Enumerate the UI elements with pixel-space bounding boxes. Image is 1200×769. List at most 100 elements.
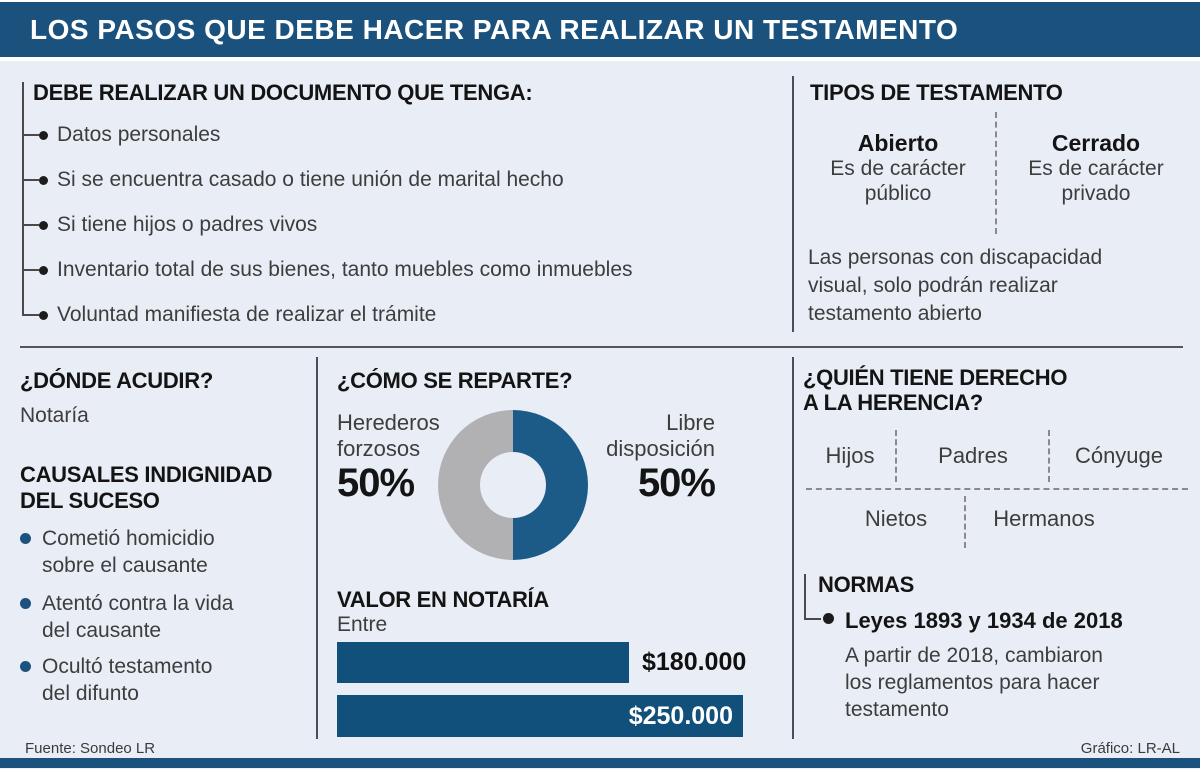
testament-types-heading: TIPOS DE TESTAMENTO (810, 80, 1063, 105)
bullet-icon (20, 533, 31, 544)
note-line: testamento abierto (808, 302, 982, 325)
list-item: Voluntad manifiesta de realizar el trámi… (22, 302, 436, 328)
section-divider (792, 357, 794, 739)
label-line: Libre (666, 410, 715, 435)
type-description: Es de carácter (830, 157, 966, 180)
title-bar: LOS PASOS QUE DEBE HACER PARA REALIZAR U… (0, 2, 1200, 57)
label-line: disposición (606, 436, 715, 461)
bar-value-label: $250.000 (628, 701, 733, 730)
bar-row: $180.000 (337, 642, 746, 683)
bar-value-label: $180.000 (642, 648, 747, 676)
page-title: LOS PASOS QUE DEBE HACER PARA REALIZAR U… (30, 13, 959, 45)
description-line: los reglamentos para hacer (845, 671, 1100, 694)
heir-hijos: Hijos (825, 443, 875, 468)
top-margin (0, 0, 1200, 2)
donut-right-value: 50% (637, 461, 716, 505)
where-to-go-heading: ¿DÓNDE ACUDIR? (20, 368, 213, 393)
list-item-label: Si se encuentra casado o tiene unión de … (57, 168, 564, 191)
label-line: Herederos (337, 410, 440, 435)
tree-branch-line (22, 269, 39, 271)
document-requirements-heading: DEBE REALIZAR UN DOCUMENTO QUE TENGA: (33, 80, 533, 105)
heading-line: DEL SUCESO (20, 488, 160, 513)
norms-heading: NORMAS (818, 572, 914, 597)
norms-branch-line (804, 574, 806, 620)
tree-trunk-line (22, 82, 24, 316)
list-item-label: Cometió homicidio sobre el causante (42, 525, 215, 579)
cause-line: Cometió homicidio (42, 527, 215, 550)
bar-row: $250.000 (337, 695, 743, 737)
note-line: visual, solo podrán realizar (808, 274, 1058, 297)
list-item: Si se encuentra casado o tiene unión de … (22, 167, 564, 193)
testament-type-cerrado: Cerrado Es de carácter privado (1006, 130, 1186, 206)
heading-line: A LA HERENCIA? (803, 390, 983, 415)
list-item-label: Atentó contra la vida del causante (42, 590, 233, 644)
description-line: A partir de 2018, cambiaron (845, 644, 1103, 667)
list-item: Ocultó testamento del difunto (20, 653, 212, 707)
notary-value-heading: VALOR EN NOTARÍA (337, 587, 549, 612)
tree-branch-line (22, 224, 39, 226)
list-item: Si tiene hijos o padres vivos (22, 212, 317, 238)
description-line: testamento (845, 698, 949, 721)
testament-type-abierto: Abierto Es de carácter público (808, 130, 988, 206)
indignity-heading: CAUSALES INDIGNIDAD DEL SUCESO (20, 462, 273, 514)
heading-line: ¿QUIÉN TIENE DERECHO (803, 365, 1068, 390)
heir-nietos: Nietos (864, 506, 928, 531)
donut-hole (480, 452, 546, 518)
bullet-icon (823, 613, 834, 624)
type-description: Es de carácter (1028, 157, 1164, 180)
heading-line: CAUSALES INDIGNIDAD (20, 462, 273, 487)
type-description: público (864, 182, 932, 205)
list-item: Atentó contra la vida del causante (20, 590, 233, 644)
donut-chart (438, 410, 588, 560)
cause-line: Ocultó testamento (42, 655, 213, 678)
section-divider (316, 357, 318, 739)
heirs-dashed-divider (1048, 430, 1050, 482)
list-item-label: Voluntad manifiesta de realizar el trámi… (57, 303, 437, 326)
heirs-dashed-divider (964, 496, 966, 548)
bar-180000 (337, 642, 629, 683)
bar-250000: $250.000 (337, 695, 743, 737)
bullet-icon (39, 175, 48, 185)
type-title: Cerrado (1051, 130, 1141, 156)
donut-left-value: 50% (337, 461, 415, 505)
types-note: Las personas con discapacidad visual, so… (808, 244, 1102, 328)
heirs-row-divider (806, 488, 1188, 490)
norms-law: Leyes 1893 y 1934 de 2018 (845, 608, 1123, 633)
tree-branch-line (22, 314, 39, 316)
list-item: Datos personales (22, 122, 220, 148)
heir-conyuge: Cónyuge (1074, 443, 1164, 468)
main-horizontal-divider (20, 346, 1183, 348)
types-dashed-divider (995, 112, 997, 234)
tree-branch-line (22, 134, 39, 136)
bullet-icon (20, 661, 31, 672)
donut-left-label: Herederos forzosos 50% (337, 410, 440, 505)
heir-hermanos: Hermanos (993, 506, 1095, 531)
type-title: Abierto (857, 130, 939, 156)
list-item-label: Datos personales (57, 123, 221, 146)
label-line: forzosos (337, 436, 421, 461)
cause-line: del causante (42, 619, 162, 642)
source-credit: Fuente: Sondeo LR (25, 740, 156, 757)
bullet-icon (39, 310, 48, 320)
notary-value-subheading: Entre (337, 613, 388, 636)
cause-line: del difunto (42, 682, 139, 705)
cause-line: Atentó contra la vida (42, 592, 234, 615)
norms-branch-line (804, 618, 821, 620)
list-item-label: Inventario total de sus bienes, tanto mu… (57, 258, 633, 281)
tree-branch-line (22, 179, 39, 181)
cause-line: sobre el causante (42, 554, 208, 577)
bullet-icon (20, 598, 31, 609)
inheritance-heading: ¿QUIÉN TIENE DERECHO A LA HERENCIA? (803, 365, 1067, 415)
donut-right-label: Libre disposición 50% (580, 410, 716, 505)
type-description: privado (1061, 182, 1131, 205)
list-item: Inventario total de sus bienes, tanto mu… (22, 257, 633, 283)
list-item-label: Ocultó testamento del difunto (42, 653, 212, 707)
where-to-go-answer: Notaría (20, 404, 89, 427)
note-line: Las personas con discapacidad (808, 246, 1103, 269)
section-divider (792, 76, 794, 332)
heirs-dashed-divider (895, 430, 897, 482)
norms-description: A partir de 2018, cambiaron los reglamen… (845, 642, 1103, 723)
bullet-icon (39, 220, 48, 230)
list-item: Cometió homicidio sobre el causante (20, 525, 215, 579)
